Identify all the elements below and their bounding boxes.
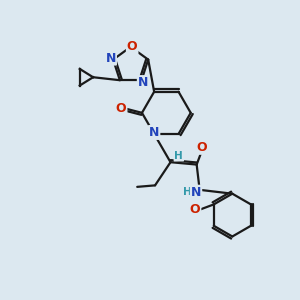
Text: N: N (191, 186, 201, 199)
Text: O: O (197, 141, 207, 154)
Text: N: N (138, 76, 148, 89)
Text: H: H (175, 151, 183, 161)
Text: O: O (116, 102, 127, 115)
Text: N: N (149, 126, 159, 139)
Text: O: O (127, 40, 137, 53)
Text: N: N (106, 52, 116, 64)
Text: H: H (183, 187, 191, 197)
Text: O: O (190, 203, 200, 216)
